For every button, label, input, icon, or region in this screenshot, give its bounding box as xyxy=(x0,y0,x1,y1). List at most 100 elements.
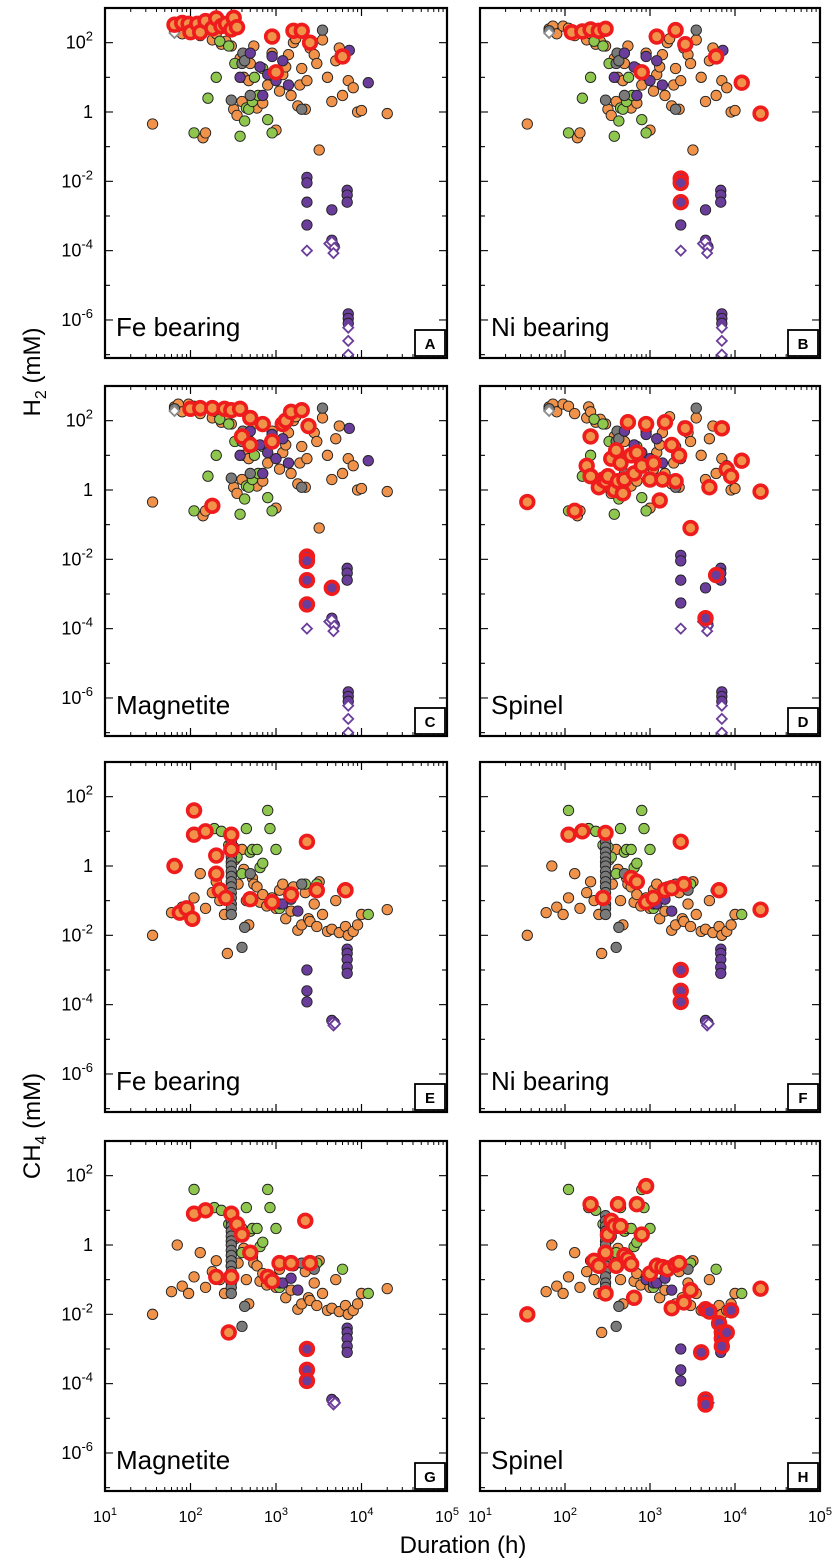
point-highlight xyxy=(707,566,725,584)
point-diamond-purple xyxy=(341,334,355,348)
point-green xyxy=(625,843,637,856)
point-highlight xyxy=(612,454,629,472)
point-highlight xyxy=(637,415,655,433)
point-highlight xyxy=(223,826,240,843)
point-orange xyxy=(285,89,297,102)
point-orange xyxy=(690,412,702,424)
point-highlight xyxy=(663,436,680,454)
point-highlight xyxy=(672,833,689,850)
point-orange xyxy=(251,881,263,893)
point-purple xyxy=(292,1284,304,1296)
point-green xyxy=(636,114,648,126)
data-points xyxy=(521,20,769,358)
point-orange xyxy=(588,1274,600,1286)
point-green xyxy=(240,822,252,835)
point-diamond-purple xyxy=(327,624,340,638)
point-gray xyxy=(296,103,308,115)
point-highlight xyxy=(667,21,684,39)
point-orange xyxy=(146,118,159,130)
point-highlight xyxy=(614,485,632,502)
panel-g: Magnetite G 102 1 10-2 10-4 10-6 xyxy=(61,1139,449,1493)
point-green xyxy=(223,40,235,52)
point-orange xyxy=(146,929,159,941)
point-green xyxy=(640,505,652,517)
y-tick-label: 102 xyxy=(66,1162,93,1186)
point-highlight xyxy=(208,865,225,882)
point-green xyxy=(234,508,246,520)
point-orange xyxy=(684,435,697,448)
point-purple xyxy=(675,219,687,231)
x-tick-label: 101 xyxy=(93,1506,117,1526)
point-gray xyxy=(690,24,702,36)
point-highlight xyxy=(670,447,688,464)
point-orange xyxy=(316,908,329,921)
point-orange xyxy=(540,907,552,919)
point-orange xyxy=(251,1260,263,1272)
panel-label: Magnetite xyxy=(116,1445,230,1475)
point-highlight xyxy=(267,64,285,81)
point-green xyxy=(264,822,276,835)
panel-label: Fe bearing xyxy=(116,312,240,342)
point-diamond-purple xyxy=(715,348,729,358)
point-green xyxy=(262,492,274,504)
point-green xyxy=(210,71,222,83)
point-purple xyxy=(301,985,313,997)
point-orange xyxy=(569,407,581,420)
panel-letter: B xyxy=(798,336,809,353)
point-green xyxy=(202,92,214,104)
point-highlight xyxy=(672,961,689,979)
point-green xyxy=(576,92,589,104)
panel-letter: H xyxy=(798,1469,809,1486)
x-tick-label: 104 xyxy=(350,1506,374,1526)
point-green xyxy=(362,1287,374,1300)
point-highlight xyxy=(560,826,577,843)
y-tick-label: 1 xyxy=(83,102,93,122)
point-orange xyxy=(330,1274,342,1286)
point-orange xyxy=(199,127,212,139)
point-highlight xyxy=(293,22,310,39)
panel-letter: C xyxy=(425,714,436,731)
point-highlight xyxy=(637,1177,655,1195)
data-points xyxy=(146,802,393,1032)
point-orange xyxy=(316,1287,329,1300)
panel-c: Magnetite C 102 1 10-2 10-4 10-6 xyxy=(61,384,449,738)
point-diamond-gray xyxy=(542,404,556,418)
point-gray xyxy=(618,89,631,102)
point-gray xyxy=(599,908,612,921)
point-highlight xyxy=(628,1196,646,1213)
point-diamond-purple xyxy=(715,726,729,736)
point-orange xyxy=(347,460,359,472)
point-gray xyxy=(613,55,625,67)
point-green xyxy=(214,35,226,47)
point-highlight xyxy=(208,1268,225,1286)
point-highlight xyxy=(677,420,694,437)
point-orange xyxy=(699,95,712,108)
point-orange xyxy=(546,860,558,872)
point-green xyxy=(188,1183,200,1196)
point-gray xyxy=(239,1300,251,1312)
point-highlight xyxy=(628,873,646,890)
point-diamond-purple xyxy=(674,622,688,635)
point-highlight xyxy=(566,502,583,520)
point-orange xyxy=(551,1280,563,1292)
panel-label: Spinel xyxy=(491,1445,563,1475)
point-purple xyxy=(301,177,313,189)
y-tick-label: 10-2 xyxy=(61,921,93,945)
point-orange xyxy=(296,440,308,453)
point-green xyxy=(239,115,251,127)
point-highlight xyxy=(337,882,354,899)
point-highlight xyxy=(651,492,668,509)
point-highlight xyxy=(519,1306,536,1323)
panel-letter-box xyxy=(787,1083,819,1111)
point-orange xyxy=(188,892,200,904)
data-points xyxy=(521,804,769,1032)
point-diamond-purple xyxy=(300,622,314,635)
point-orange xyxy=(684,57,697,70)
point-purple xyxy=(234,449,246,461)
panel-letter-box xyxy=(414,1462,446,1490)
data-points xyxy=(146,1183,393,1411)
point-orange xyxy=(210,1255,222,1267)
y-axis-label: H2 (mM) xyxy=(19,328,50,417)
point-purple xyxy=(301,219,313,231)
point-highlight xyxy=(184,910,201,927)
